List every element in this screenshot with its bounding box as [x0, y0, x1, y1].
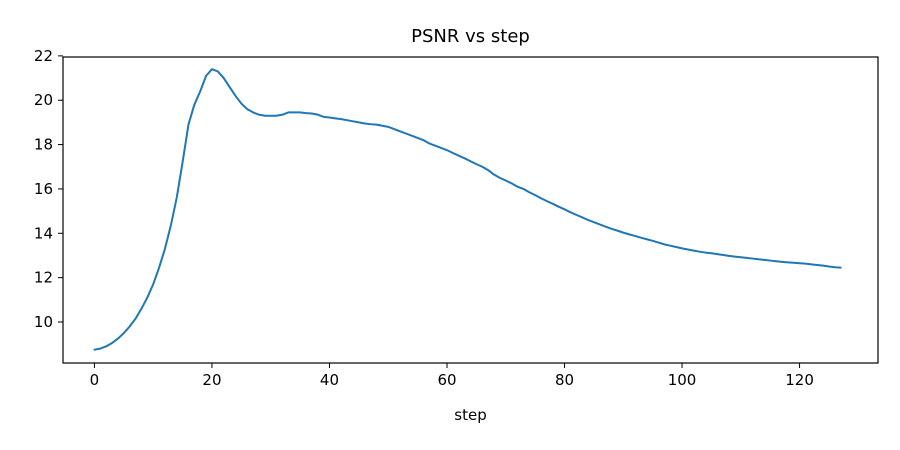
y-tick-label: 12: [34, 269, 53, 287]
x-tick-label: 60: [437, 371, 456, 389]
y-tick-label: 22: [34, 47, 53, 65]
y-tick-label: 18: [34, 136, 53, 154]
x-tick-label: 80: [555, 371, 574, 389]
y-tick-label: 20: [34, 91, 53, 109]
axes-frame: [62, 56, 879, 364]
x-axis-label: step: [454, 406, 486, 424]
x-tick-label: 100: [668, 371, 697, 389]
x-tick-label: 120: [785, 371, 814, 389]
x-tick-label: 0: [90, 371, 100, 389]
chart-title: PSNR vs step: [411, 26, 530, 47]
x-tick-label: 40: [320, 371, 339, 389]
x-tick-label: 20: [202, 371, 221, 389]
y-tick-label: 14: [34, 224, 53, 242]
plot-area: 0 20 40 60 80 100 120 10 12 14 16 18 20 22: [34, 47, 879, 389]
series-line-0: [93, 68, 842, 351]
y-tick-label: 16: [34, 180, 53, 198]
y-tick-label: 10: [34, 313, 53, 331]
